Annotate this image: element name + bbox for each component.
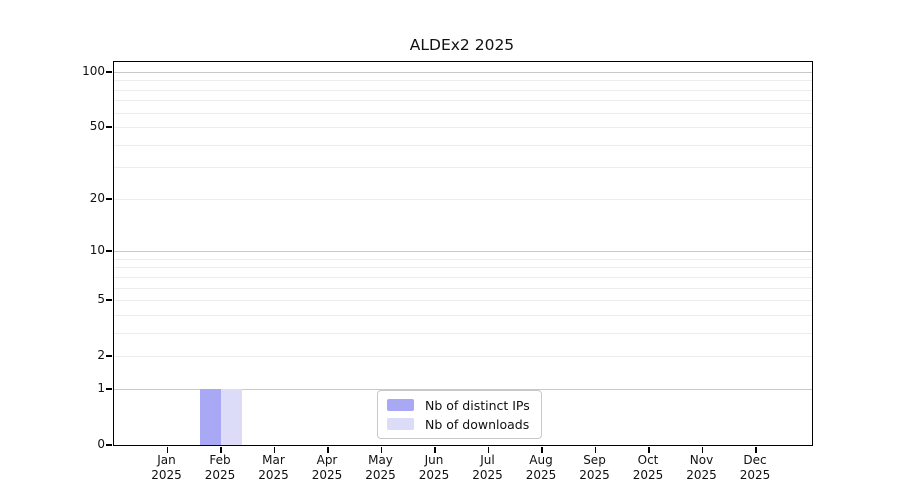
legend-item-distinct-ips: Nb of distinct IPs bbox=[387, 397, 530, 413]
x-tick-month: Sep bbox=[583, 453, 606, 467]
bar-distinct-ips-feb bbox=[199, 388, 221, 445]
gridline-minor bbox=[114, 89, 812, 91]
x-tick-month: Nov bbox=[689, 453, 714, 467]
x-tick-month: Dec bbox=[743, 453, 767, 467]
x-tick-year: 2025 bbox=[365, 468, 396, 482]
gridline-minor bbox=[114, 287, 812, 289]
gridline-minor bbox=[114, 356, 812, 358]
x-tick-label: Sep 2025 bbox=[563, 453, 627, 483]
y-tick bbox=[106, 355, 112, 357]
y-tick-label: 50 bbox=[89, 119, 105, 133]
x-tick-year: 2025 bbox=[311, 468, 343, 482]
gridline-major bbox=[114, 71, 812, 73]
y-tick bbox=[106, 299, 112, 301]
gridline-minor bbox=[114, 144, 812, 146]
gridline-minor bbox=[114, 300, 812, 302]
x-tick-label: Jan 2025 bbox=[135, 453, 199, 483]
gridline-minor bbox=[114, 314, 812, 316]
x-tick-label: Aug 2025 bbox=[509, 453, 573, 483]
x-tick-month: Feb bbox=[209, 453, 231, 467]
y-tick-label: 1 bbox=[97, 380, 105, 395]
x-tick-year: 2025 bbox=[418, 468, 450, 482]
y-tick bbox=[106, 71, 112, 73]
x-tick-year: 2025 bbox=[204, 468, 236, 482]
y-tick-label: 0 bbox=[97, 437, 105, 451]
x-tick-year: 2025 bbox=[632, 468, 664, 482]
x-tick bbox=[541, 447, 543, 453]
x-tick-month: Jan bbox=[157, 453, 176, 467]
y-tick bbox=[106, 198, 112, 200]
plot-area: Nb of distinct IPs Nb of downloads bbox=[106, 61, 813, 453]
legend-swatch-downloads bbox=[387, 418, 414, 430]
x-tick-month: Apr bbox=[316, 453, 338, 467]
x-tick-label: Jun 2025 bbox=[402, 453, 466, 483]
x-tick-month: Oct bbox=[637, 453, 659, 467]
y-tick-label: 2 bbox=[97, 348, 105, 363]
bar-downloads-feb bbox=[221, 388, 243, 445]
x-tick-month: Mar bbox=[262, 453, 285, 467]
x-tick-year: 2025 bbox=[579, 468, 610, 482]
x-tick-year: 2025 bbox=[472, 468, 503, 482]
x-tick-label: Apr 2025 bbox=[295, 453, 359, 483]
x-tick-month: Jul bbox=[480, 453, 495, 467]
x-tick-label: Jul 2025 bbox=[456, 453, 520, 483]
gridline-minor bbox=[114, 100, 812, 102]
x-tick-label: Dec 2025 bbox=[723, 453, 787, 483]
x-tick-label: Mar 2025 bbox=[242, 453, 306, 483]
x-tick bbox=[701, 447, 704, 453]
y-tick-label: 20 bbox=[89, 190, 105, 205]
y-tick-label: 5 bbox=[97, 292, 105, 307]
x-tick-month: Aug bbox=[529, 453, 553, 467]
gridline-major bbox=[114, 251, 812, 253]
chart-title: ALDEx2 2025 bbox=[409, 36, 515, 54]
x-tick bbox=[594, 447, 597, 453]
gridline-minor bbox=[114, 198, 812, 200]
gridline-minor bbox=[114, 267, 812, 269]
legend-label-downloads: Nb of downloads bbox=[425, 416, 530, 432]
x-tick bbox=[380, 447, 383, 453]
x-tick bbox=[220, 447, 222, 453]
legend: Nb of distinct IPs Nb of downloads bbox=[377, 390, 542, 439]
gridline-minor bbox=[114, 332, 812, 334]
x-tick-year: 2025 bbox=[739, 468, 771, 482]
legend-label-distinct-ips: Nb of distinct IPs bbox=[425, 397, 530, 413]
x-tick-label: May 2025 bbox=[349, 453, 413, 483]
x-tick bbox=[648, 447, 650, 453]
y-tick bbox=[106, 388, 112, 390]
x-tick-year: 2025 bbox=[525, 468, 557, 482]
gridline-minor bbox=[114, 276, 812, 278]
y-tick bbox=[106, 444, 112, 446]
legend-swatch-distinct-ips bbox=[387, 399, 414, 411]
x-tick-month: Jun bbox=[424, 453, 444, 467]
y-tick bbox=[106, 126, 112, 128]
gridline-minor bbox=[114, 80, 812, 82]
x-tick bbox=[487, 447, 490, 453]
gridline-major bbox=[114, 388, 812, 390]
x-tick-year: 2025 bbox=[258, 468, 289, 482]
gridline-minor bbox=[114, 167, 812, 169]
x-tick-label: Nov 2025 bbox=[670, 453, 734, 483]
y-tick-label: 10 bbox=[89, 243, 105, 258]
gridline-minor bbox=[114, 112, 812, 114]
x-tick-label: Feb 2025 bbox=[188, 453, 252, 483]
legend-item-downloads: Nb of downloads bbox=[387, 416, 530, 432]
x-tick bbox=[434, 447, 436, 453]
x-tick bbox=[755, 447, 757, 453]
x-tick-month: May bbox=[368, 453, 393, 467]
gridline-minor bbox=[114, 127, 812, 128]
x-tick bbox=[327, 447, 329, 453]
y-tick-label: 100 bbox=[82, 63, 105, 78]
x-tick-year: 2025 bbox=[686, 468, 717, 482]
gridline-minor bbox=[114, 258, 812, 260]
x-tick-year: 2025 bbox=[151, 468, 182, 482]
y-tick bbox=[106, 250, 112, 252]
x-tick-label: Oct 2025 bbox=[616, 453, 680, 483]
x-tick bbox=[273, 447, 276, 453]
x-tick bbox=[166, 447, 169, 453]
